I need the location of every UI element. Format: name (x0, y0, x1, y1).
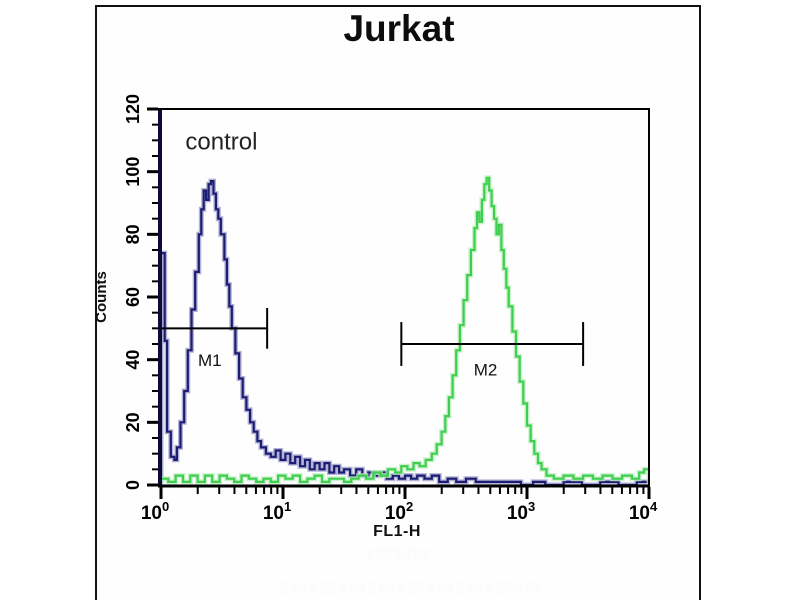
x-tick-label: 103 (507, 499, 535, 524)
y-tick-label: 0 (123, 480, 143, 490)
control-curve-halo (161, 178, 649, 486)
x-axis-ticks (159, 487, 651, 499)
y-tick-label: 40 (123, 350, 143, 370)
chart-title: Jurkat (343, 8, 455, 49)
watermark-large: ░░░░░░░░░░░░░░░░░░░░░░░░░░░ (279, 582, 545, 594)
marker-M2-label: M2 (474, 360, 498, 379)
y-axis-title: Counts (93, 271, 110, 323)
green-curve (161, 176, 649, 485)
y-tick-label: 120 (123, 94, 143, 124)
y-axis-ticks (147, 107, 158, 487)
x-axis-title: FL1-H (373, 523, 421, 540)
y-tick-label: 20 (123, 412, 143, 432)
x-tick-label: 102 (385, 499, 413, 524)
x-tick-label: 101 (263, 499, 291, 524)
curves-layer (161, 175, 649, 486)
x-tick-label: 100 (141, 499, 169, 524)
watermark-small: ░░░░░░░ (366, 548, 432, 558)
y-tick-label: 80 (123, 224, 143, 244)
y-tick-label: 100 (123, 157, 143, 187)
marker-M1 (160, 307, 269, 349)
annotation-control: control (185, 129, 257, 156)
plot-frame (158, 108, 650, 488)
x-tick-label: 104 (629, 499, 658, 524)
y-tick-label: 60 (123, 287, 143, 307)
control-curve (161, 180, 649, 486)
marker-M1-label: M1 (198, 351, 222, 370)
marker-M2 (400, 322, 585, 366)
